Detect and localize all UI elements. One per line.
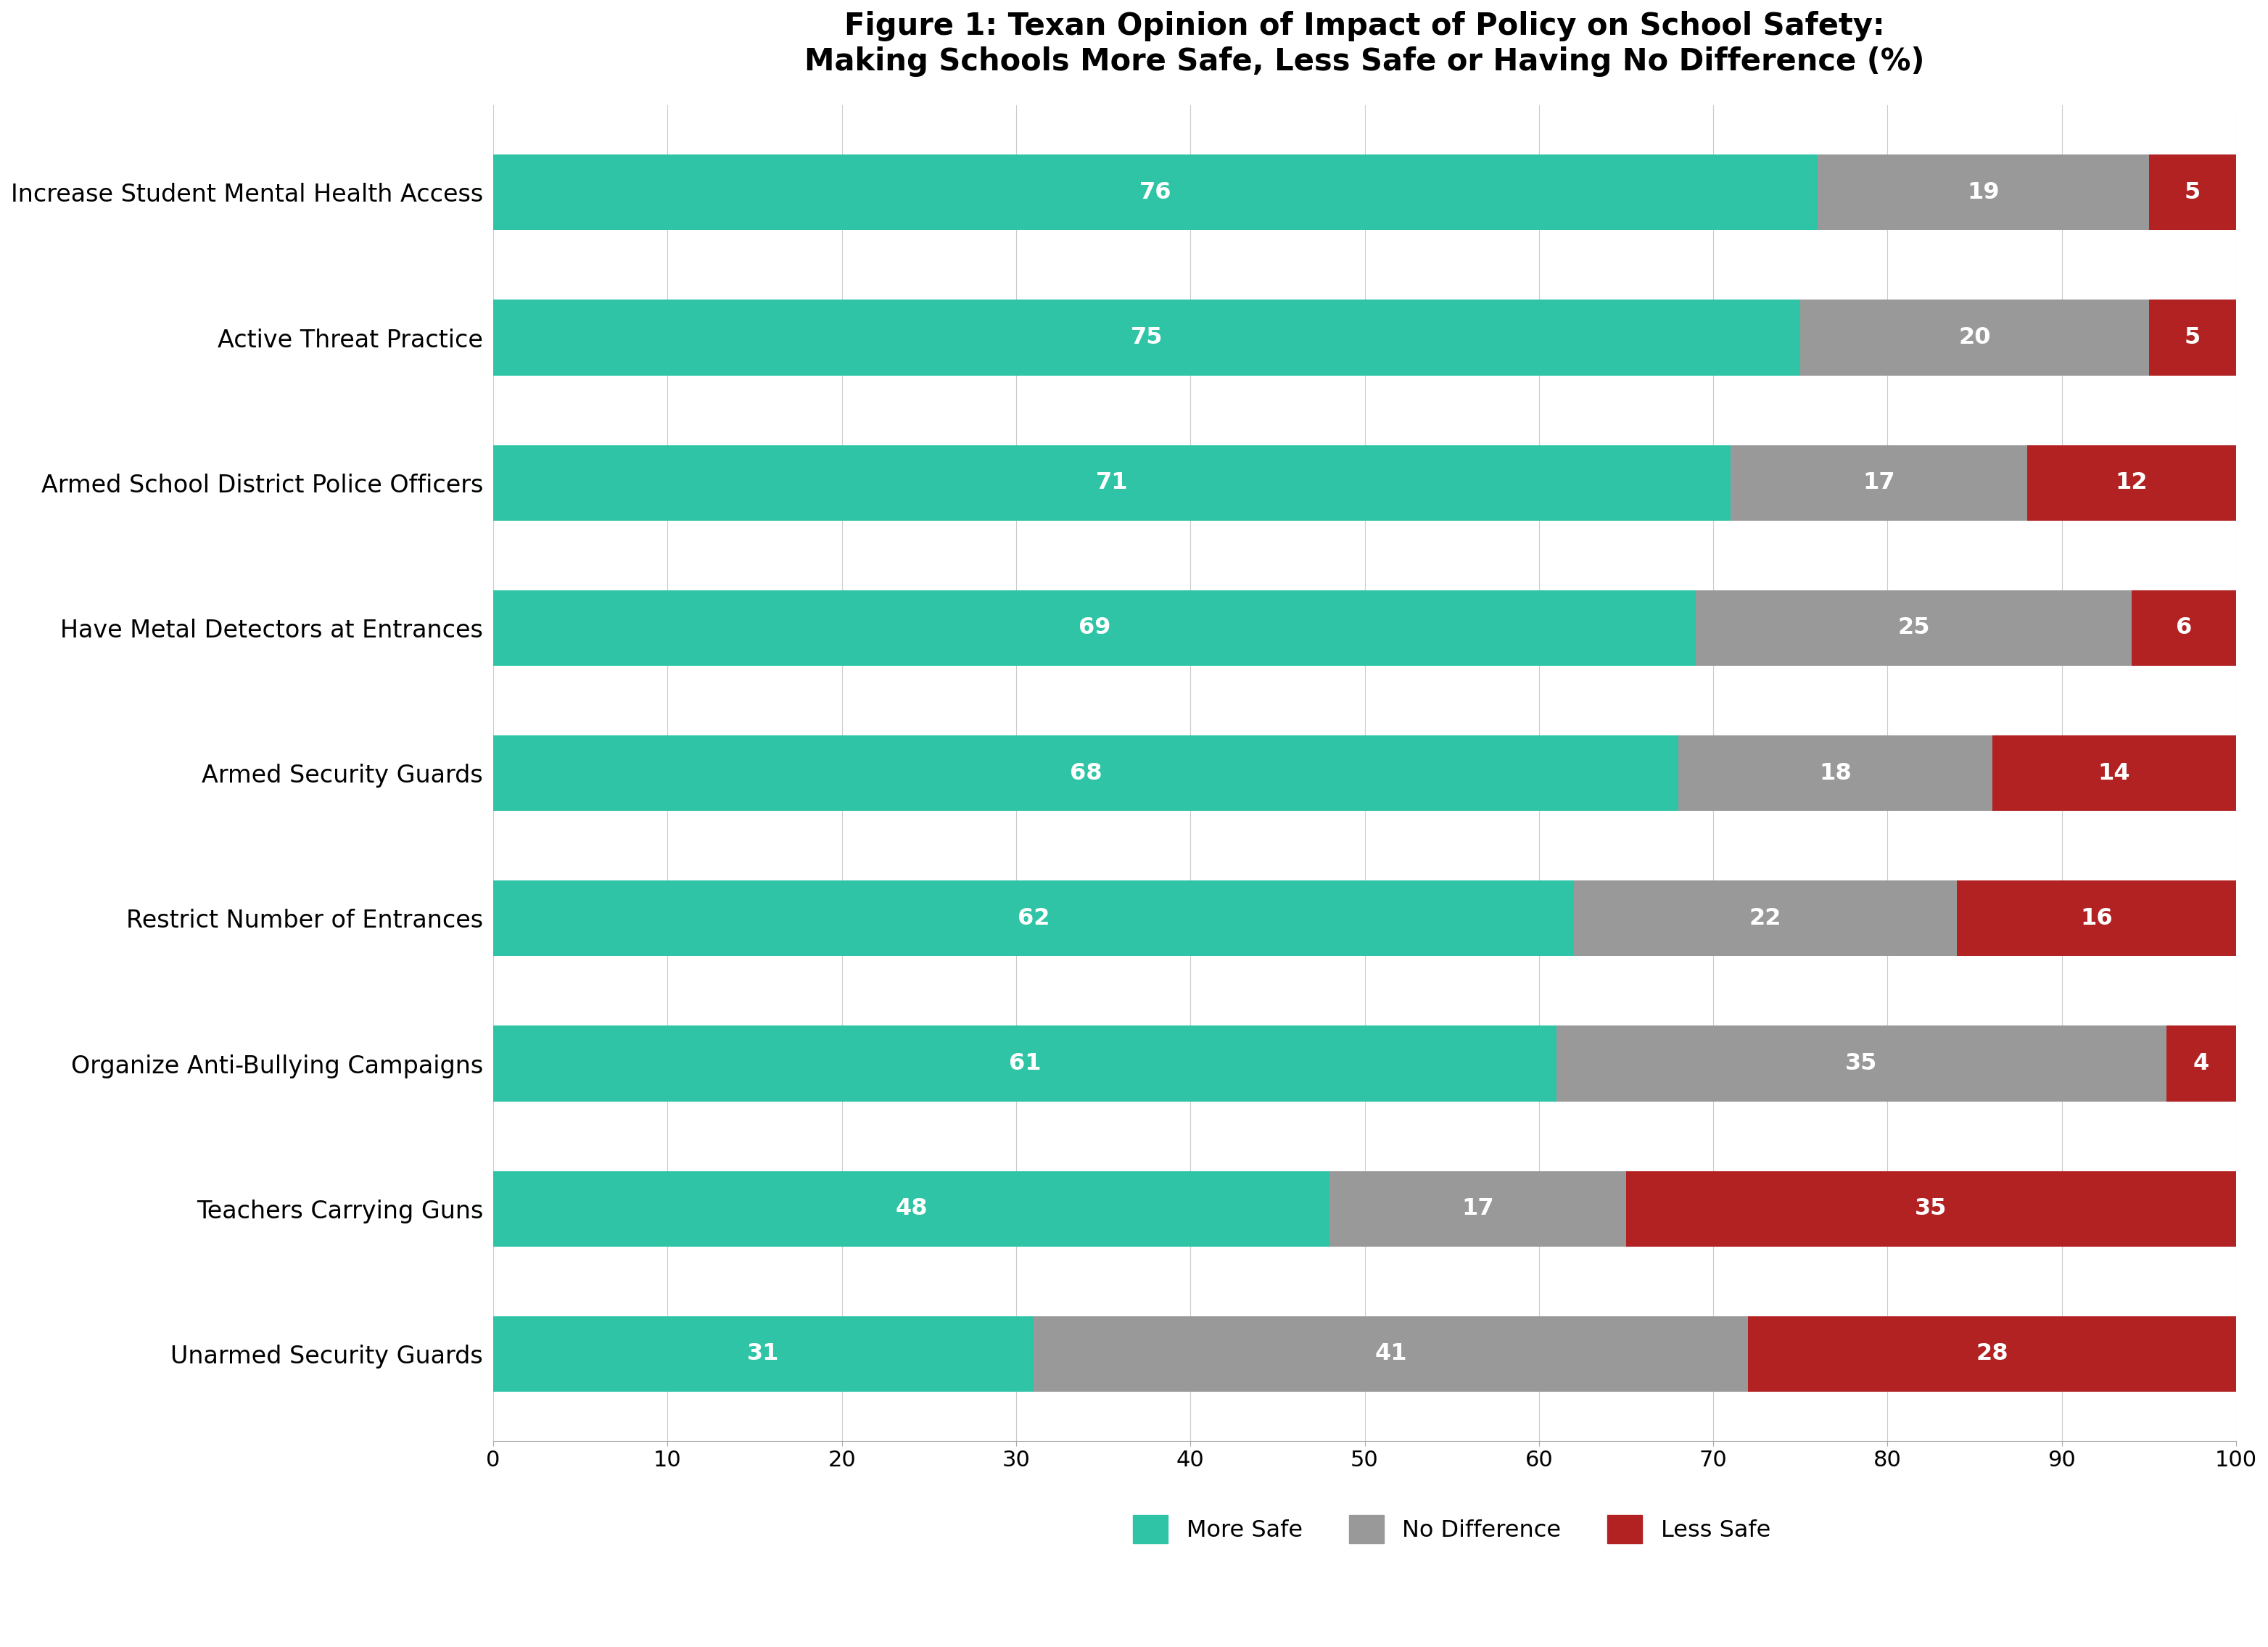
Bar bbox=[494, 1316, 1034, 1392]
Bar bbox=[494, 155, 1817, 231]
Text: 19: 19 bbox=[1966, 181, 2000, 204]
Text: 48: 48 bbox=[896, 1197, 928, 1220]
Text: 6: 6 bbox=[2175, 616, 2191, 639]
Text: 22: 22 bbox=[1749, 907, 1783, 929]
Text: 71: 71 bbox=[1095, 471, 1127, 494]
Text: 62: 62 bbox=[1018, 907, 1050, 929]
Bar bbox=[494, 881, 1574, 957]
Text: 25: 25 bbox=[1898, 616, 1930, 639]
Text: 68: 68 bbox=[1070, 763, 1102, 784]
Bar bbox=[494, 1171, 1329, 1247]
Text: 28: 28 bbox=[1975, 1342, 2007, 1365]
Bar bbox=[1801, 300, 2148, 376]
Text: 76: 76 bbox=[1139, 181, 1173, 204]
Text: 16: 16 bbox=[2080, 907, 2114, 929]
Text: 4: 4 bbox=[2193, 1052, 2209, 1075]
Bar bbox=[494, 590, 1696, 665]
Text: 17: 17 bbox=[1463, 1197, 1495, 1220]
Bar bbox=[2148, 155, 2236, 231]
Bar bbox=[2028, 445, 2236, 520]
Text: 20: 20 bbox=[1960, 326, 1991, 349]
Bar bbox=[1730, 445, 2028, 520]
Bar bbox=[1329, 1171, 1626, 1247]
Bar bbox=[1556, 1026, 2166, 1102]
Bar bbox=[2132, 590, 2236, 665]
Text: 31: 31 bbox=[746, 1342, 780, 1365]
Text: 5: 5 bbox=[2184, 326, 2200, 349]
Text: 35: 35 bbox=[1846, 1052, 1878, 1075]
Bar bbox=[1817, 155, 2148, 231]
Text: 35: 35 bbox=[1914, 1197, 1948, 1220]
Bar bbox=[2166, 1026, 2236, 1102]
Bar bbox=[494, 300, 1801, 376]
Bar bbox=[1696, 590, 2132, 665]
Bar bbox=[1626, 1171, 2236, 1247]
Bar bbox=[1678, 736, 1991, 810]
Text: 5: 5 bbox=[2184, 181, 2200, 204]
Text: 18: 18 bbox=[1819, 763, 1851, 784]
Text: 17: 17 bbox=[1862, 471, 1896, 494]
Bar bbox=[494, 736, 1678, 810]
Text: 14: 14 bbox=[2098, 763, 2130, 784]
Text: 61: 61 bbox=[1009, 1052, 1041, 1075]
Text: 69: 69 bbox=[1080, 616, 1111, 639]
Text: 41: 41 bbox=[1374, 1342, 1406, 1365]
Bar bbox=[1957, 881, 2236, 957]
Text: 75: 75 bbox=[1132, 326, 1163, 349]
Bar bbox=[1749, 1316, 2236, 1392]
Bar bbox=[1991, 736, 2236, 810]
Legend: More Safe, No Difference, Less Safe: More Safe, No Difference, Less Safe bbox=[1134, 1515, 1771, 1543]
Bar bbox=[494, 445, 1730, 520]
Text: 12: 12 bbox=[2116, 471, 2148, 494]
Title: Figure 1: Texan Opinion of Impact of Policy on School Safety:
Making Schools Mor: Figure 1: Texan Opinion of Impact of Pol… bbox=[805, 12, 1926, 76]
Bar bbox=[1034, 1316, 1749, 1392]
Bar bbox=[494, 1026, 1556, 1102]
Bar bbox=[2148, 300, 2236, 376]
Bar bbox=[1574, 881, 1957, 957]
